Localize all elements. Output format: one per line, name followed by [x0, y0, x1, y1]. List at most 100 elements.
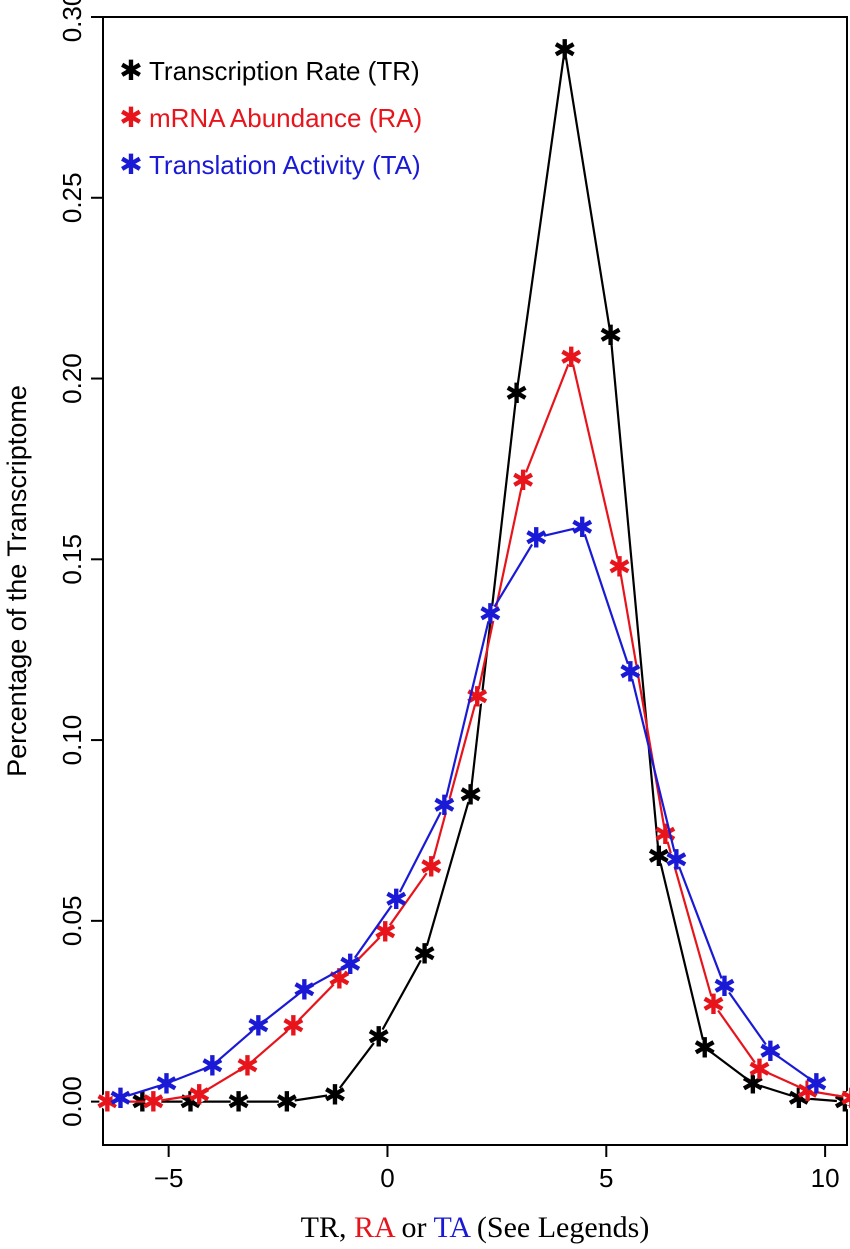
marker-gap	[145, 1093, 162, 1110]
marker-gap	[278, 1093, 295, 1110]
marker-gap	[716, 977, 733, 994]
data-point: ✱	[374, 916, 397, 949]
data-point: ✱	[560, 341, 583, 374]
data-point: ✱	[109, 1082, 132, 1115]
data-point: ✱	[413, 937, 436, 970]
legend-marker: ✱	[119, 148, 142, 181]
x-axis-label-part: RA	[354, 1211, 396, 1244]
marker-gap	[515, 471, 532, 488]
legend-label: Transcription Rate (TR)	[149, 56, 420, 86]
y-tick-label: 0.30	[57, 0, 87, 42]
marker-gap	[668, 851, 685, 868]
marker-gap	[705, 996, 722, 1012]
marker-gap	[650, 847, 667, 864]
data-point: ✱	[525, 522, 548, 555]
y-tick-label: 0.20	[57, 353, 87, 404]
data-point: ✱	[275, 1086, 298, 1119]
data-point: ✱	[142, 1086, 165, 1119]
marker-gap	[469, 688, 486, 705]
data-point: ✱	[619, 655, 642, 688]
series-line-0	[142, 48, 845, 1103]
data-point: ✱	[201, 1049, 224, 1082]
data-point: ✱	[247, 1010, 270, 1043]
marker-gap	[622, 663, 639, 680]
marker-gap	[744, 1075, 761, 1092]
data-point: ✱	[840, 1082, 850, 1115]
marker-gap	[230, 1093, 247, 1110]
y-axis: 0.00 0.05 0.10 0.15 0.20 0.25 0.30	[57, 0, 103, 1127]
data-point: ✱	[599, 319, 622, 352]
marker-gap	[482, 605, 499, 622]
data-point: ✱	[759, 1035, 782, 1068]
data-point: ✱	[805, 1068, 828, 1101]
data-point: ✱	[665, 843, 688, 876]
marker-gap	[342, 956, 359, 973]
marker-gap	[250, 1017, 267, 1034]
marker-gap	[762, 1043, 779, 1059]
x-axis-label-part: or	[394, 1211, 433, 1244]
y-tick-label: 0.15	[57, 534, 87, 585]
data-point: ✱	[505, 377, 528, 410]
y-tick-label: 0.25	[57, 172, 87, 223]
marker-gap	[751, 1061, 768, 1078]
data-point: ✱	[293, 974, 316, 1007]
marker-gap	[370, 1028, 387, 1045]
y-tick-label: 0.10	[57, 715, 87, 766]
marker-gap	[239, 1057, 256, 1074]
plot-frame	[102, 16, 848, 1146]
x-tick-label: 5	[599, 1163, 613, 1193]
series-layer: ✱ ✱ ✱ ✱ ✱✱✱✱✱✱✱✱✱✱ ✱ ✱✱ ✱ ✱✱✱✱✱✱✱✱✱✱✱✱✱✱✱ ✱✱✱✱✱✱✱…	[96, 34, 850, 1119]
legend-marker: ✱	[119, 101, 142, 134]
marker-gap	[296, 981, 313, 998]
data-point: ✱	[702, 988, 725, 1021]
marker-gap	[556, 41, 573, 58]
marker-gap	[204, 1057, 221, 1074]
data-point: ✱	[608, 551, 631, 584]
y-tick-label: 0.00	[57, 1076, 87, 1127]
y-tick-label: 0.05	[57, 896, 87, 947]
marker-gap	[326, 1086, 343, 1103]
x-axis-label-part: TA	[433, 1211, 471, 1244]
marker-gap	[611, 558, 628, 575]
data-point: ✱	[511, 464, 534, 497]
x-tick-label: 0	[380, 1163, 394, 1193]
x-axis-label-part: (See Legends)	[469, 1211, 649, 1244]
legend: ✱ Transcription Rate (TR)✱ mRNA Abundance …	[119, 54, 422, 181]
data-point: ✱	[328, 963, 351, 996]
x-axis: −5 0 5 10	[154, 1145, 840, 1193]
data-point: ✱	[570, 511, 593, 544]
x-tick-label: −5	[154, 1163, 184, 1193]
marker-gap	[388, 891, 405, 908]
data-point: ✱	[227, 1086, 250, 1119]
marker-gap	[285, 1017, 302, 1034]
marker-gap	[508, 385, 525, 401]
marker-gap	[462, 786, 479, 803]
data-point: ✱	[713, 970, 736, 1003]
legend-label: mRNA Abundance (RA)	[149, 103, 422, 133]
marker-gap	[158, 1075, 175, 1092]
marker-gap	[808, 1075, 825, 1092]
data-point: ✱	[367, 1021, 390, 1054]
x-axis-label-part: TR,	[301, 1211, 354, 1244]
data-point: ✱	[236, 1049, 259, 1082]
y-axis-label: Percentage of the Transcriptome	[2, 385, 32, 777]
data-point: ✱	[339, 948, 362, 981]
marker-gap	[331, 970, 348, 987]
marker-gap	[377, 923, 394, 940]
legend-marker: ✱	[119, 54, 142, 87]
marker-gap	[528, 529, 545, 546]
data-point: ✱	[282, 1010, 305, 1043]
marker-gap	[602, 327, 619, 344]
data-point: ✱	[96, 1086, 119, 1119]
data-point: ✱	[155, 1068, 178, 1101]
legend-label: Translation Activity (TA)	[149, 150, 421, 180]
marker-gap	[843, 1090, 850, 1106]
marker-gap	[436, 797, 453, 814]
data-point: ✱	[465, 681, 488, 714]
x-tick-label: 10	[811, 1163, 840, 1193]
data-point: ✱	[384, 883, 407, 916]
data-point: ✱	[188, 1078, 211, 1111]
marker-gap	[563, 348, 580, 365]
x-axis-label: TR, RA or TA (See Legends)	[301, 1211, 650, 1244]
